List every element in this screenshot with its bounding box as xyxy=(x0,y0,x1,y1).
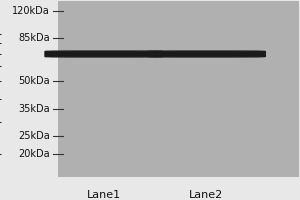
Text: 20kDa: 20kDa xyxy=(18,149,50,159)
Text: Lane1: Lane1 xyxy=(87,190,121,200)
FancyBboxPatch shape xyxy=(148,51,265,57)
Text: 120kDa: 120kDa xyxy=(12,6,50,16)
Text: 85kDa: 85kDa xyxy=(18,33,50,43)
FancyBboxPatch shape xyxy=(45,51,163,57)
Bar xyxy=(58,1,300,177)
Text: 35kDa: 35kDa xyxy=(18,104,50,114)
Text: 25kDa: 25kDa xyxy=(18,131,50,141)
Text: 50kDa: 50kDa xyxy=(18,76,50,86)
Text: Lane2: Lane2 xyxy=(189,190,224,200)
